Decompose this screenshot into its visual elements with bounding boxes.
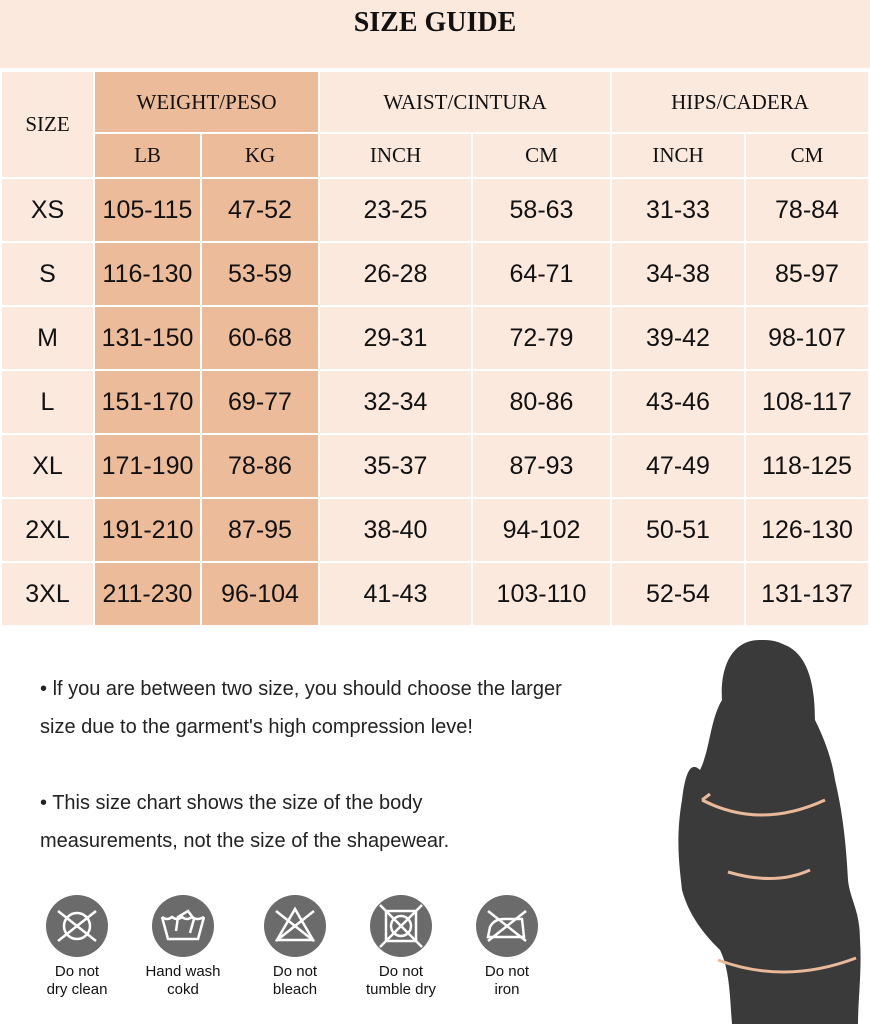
hips-cm-cell: 108-117 xyxy=(746,371,868,433)
waist-cm-header: CM xyxy=(473,134,610,177)
size-row: XL 171-190 78-86 35-37 87-93 47-49 118-125 xyxy=(2,435,868,497)
kg-cell: 47-52 xyxy=(202,179,318,241)
hips-inch-header: INCH xyxy=(612,134,744,177)
hips-cm-cell: 98-107 xyxy=(746,307,868,369)
weight-header: WEIGHT/PESO xyxy=(95,72,318,132)
size-table: SIZE WEIGHT/PESO WAIST/CINTURA HIPS/CADE… xyxy=(0,70,870,627)
size-header: SIZE xyxy=(2,72,93,177)
kg-cell: 60-68 xyxy=(202,307,318,369)
waist-inch-cell: 23-25 xyxy=(320,179,471,241)
care-label: Hand wash xyxy=(145,963,221,980)
bullet-icon: • xyxy=(40,678,53,700)
hips-inch-cell: 43-46 xyxy=(612,371,744,433)
care-no-bleach: Do not bleach xyxy=(250,895,340,999)
care-label: cokd xyxy=(167,981,199,998)
care-label: dry clean xyxy=(46,981,108,998)
waist-inch-cell: 38-40 xyxy=(320,499,471,561)
hips-inch-cell: 34-38 xyxy=(612,243,744,305)
hips-inch-cell: 52-54 xyxy=(612,563,744,625)
care-no-dry-clean: Do not dry clean xyxy=(32,895,122,999)
care-hand-wash: Hand wash cokd xyxy=(138,895,228,999)
waist-cm-cell: 80-86 xyxy=(473,371,610,433)
no-bleach-icon xyxy=(264,895,326,957)
kg-cell: 87-95 xyxy=(202,499,318,561)
waist-inch-cell: 41-43 xyxy=(320,563,471,625)
no-dry-clean-icon xyxy=(46,895,108,957)
waist-inch-cell: 26-28 xyxy=(320,243,471,305)
page-title: SIZE GUIDE xyxy=(0,0,870,68)
hips-inch-cell: 31-33 xyxy=(612,179,744,241)
lb-cell: 116-130 xyxy=(95,243,200,305)
lb-header: LB xyxy=(95,134,200,177)
lb-cell: 131-150 xyxy=(95,307,200,369)
care-label: Do not xyxy=(272,963,318,980)
care-label: Do not xyxy=(54,963,100,980)
care-label: iron xyxy=(494,981,520,998)
waist-inch-cell: 35-37 xyxy=(320,435,471,497)
hips-header: HIPS/CADERA xyxy=(612,72,868,132)
kg-cell: 78-86 xyxy=(202,435,318,497)
note-text: lf you are between two size, you should … xyxy=(40,678,562,738)
size-row: M 131-150 60-68 29-31 72-79 39-42 98-107 xyxy=(2,307,868,369)
lb-cell: 211-230 xyxy=(95,563,200,625)
hips-inch-cell: 47-49 xyxy=(612,435,744,497)
size-row: 3XL 211-230 96-104 41-43 103-110 52-54 131-137 xyxy=(2,563,868,625)
kg-cell: 53-59 xyxy=(202,243,318,305)
care-label: bleach xyxy=(272,981,318,998)
hips-inch-cell: 50-51 xyxy=(612,499,744,561)
hips-cm-cell: 131-137 xyxy=(746,563,868,625)
size-cell: XS xyxy=(2,179,93,241)
no-tumble-dry-icon xyxy=(370,895,432,957)
hips-cm-cell: 118-125 xyxy=(746,435,868,497)
lb-cell: 105-115 xyxy=(95,179,200,241)
hips-cm-cell: 85-97 xyxy=(746,243,868,305)
care-icons: Do not dry clean Hand wash cokd Do not blea… xyxy=(46,895,558,1015)
hips-cm-header: CM xyxy=(746,134,868,177)
kg-cell: 69-77 xyxy=(202,371,318,433)
waist-cm-cell: 64-71 xyxy=(473,243,610,305)
hips-inch-cell: 39-42 xyxy=(612,307,744,369)
waist-cm-cell: 94-102 xyxy=(473,499,610,561)
hips-cm-cell: 126-130 xyxy=(746,499,868,561)
waist-cm-cell: 58-63 xyxy=(473,179,610,241)
size-row: XS 105-115 47-52 23-25 58-63 31-33 78-84 xyxy=(2,179,868,241)
note-2: • This size chart shows the size of the … xyxy=(40,784,510,860)
notes: • lf you are between two size, you shoul… xyxy=(40,670,600,898)
size-row: L 151-170 69-77 32-34 80-86 43-46 108-117 xyxy=(2,371,868,433)
note-1: • lf you are between two size, you shoul… xyxy=(40,670,600,746)
size-cell: 2XL xyxy=(2,499,93,561)
care-label: tumble dry xyxy=(365,981,437,998)
waist-inch-cell: 32-34 xyxy=(320,371,471,433)
waist-header: WAIST/CINTURA xyxy=(320,72,610,132)
lb-cell: 191-210 xyxy=(95,499,200,561)
waist-cm-cell: 72-79 xyxy=(473,307,610,369)
waist-cm-cell: 87-93 xyxy=(473,435,610,497)
waist-cm-cell: 103-110 xyxy=(473,563,610,625)
lb-cell: 171-190 xyxy=(95,435,200,497)
size-cell: 3XL xyxy=(2,563,93,625)
hips-cm-cell: 78-84 xyxy=(746,179,868,241)
kg-cell: 96-104 xyxy=(202,563,318,625)
size-cell: M xyxy=(2,307,93,369)
size-cell: XL xyxy=(2,435,93,497)
size-row: 2XL 191-210 87-95 38-40 94-102 50-51 126-130 xyxy=(2,499,868,561)
kg-header: KG xyxy=(202,134,318,177)
care-label: Do not xyxy=(484,963,530,980)
no-iron-icon xyxy=(476,895,538,957)
size-cell: L xyxy=(2,371,93,433)
note-text: This size chart shows the size of the bo… xyxy=(40,792,450,852)
waist-inch-cell: 29-31 xyxy=(320,307,471,369)
size-cell: S xyxy=(2,243,93,305)
hand-wash-icon xyxy=(152,895,214,957)
care-label: Do not xyxy=(378,963,424,980)
care-no-tumble-dry: Do not tumble dry xyxy=(356,895,446,999)
bullet-icon: • xyxy=(40,792,53,814)
lb-cell: 151-170 xyxy=(95,371,200,433)
waist-inch-header: INCH xyxy=(320,134,471,177)
care-no-iron: Do not iron xyxy=(462,895,552,999)
body-silhouette xyxy=(678,640,861,1024)
size-row: S 116-130 53-59 26-28 64-71 34-38 85-97 xyxy=(2,243,868,305)
